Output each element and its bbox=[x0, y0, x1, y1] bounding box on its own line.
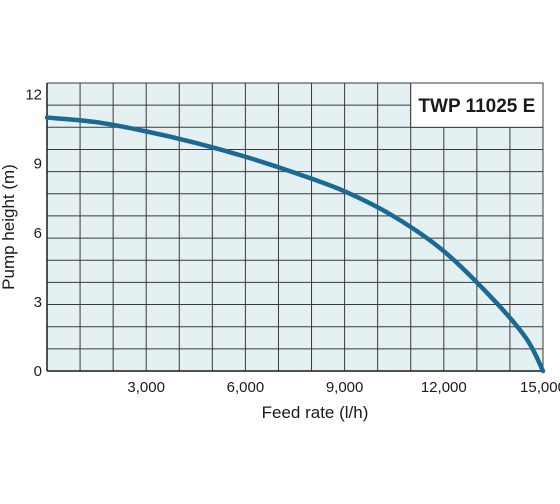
title-box: TWP 11025 E bbox=[410, 82, 544, 128]
y-tick-label: 9 bbox=[34, 156, 42, 173]
y-tick-label: 0 bbox=[34, 363, 42, 380]
plot-background bbox=[47, 83, 543, 371]
y-axis-ticks: 0 3 6 9 12 bbox=[25, 87, 42, 380]
x-tick-label: 15,000 bbox=[520, 379, 560, 396]
y-tick-label: 12 bbox=[25, 87, 42, 104]
plot-area bbox=[47, 83, 543, 371]
y-tick-label: 3 bbox=[34, 294, 42, 311]
series-group bbox=[44, 115, 546, 374]
x-axis-ticks: 3,000 6,000 9,000 12,000 15,000 bbox=[127, 379, 560, 396]
x-axis-label: Feed rate (l/h) bbox=[262, 403, 369, 422]
series-line bbox=[44, 115, 546, 374]
chart-title: TWP 11025 E bbox=[418, 96, 535, 117]
y-axis-label: Pump height (m) bbox=[0, 164, 18, 290]
x-tick-label: 3,000 bbox=[127, 379, 165, 396]
title-box-background bbox=[410, 82, 544, 128]
x-tick-label: 9,000 bbox=[326, 379, 364, 396]
x-tick-label: 12,000 bbox=[421, 379, 467, 396]
y-tick-label: 6 bbox=[34, 225, 42, 242]
x-tick-label: 6,000 bbox=[227, 379, 265, 396]
